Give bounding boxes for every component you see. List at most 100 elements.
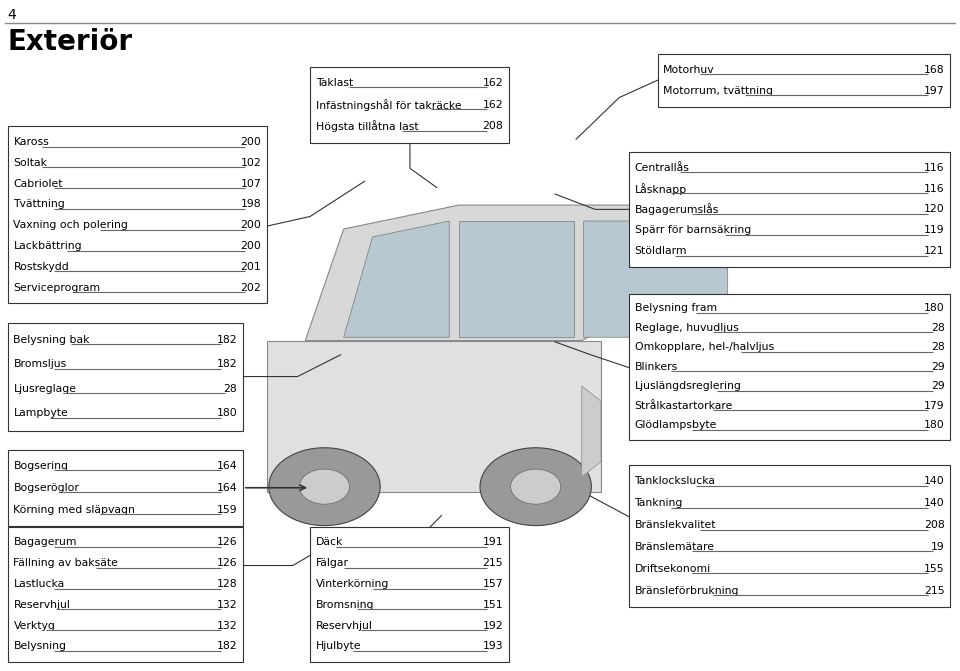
- Text: Vinterkörning: Vinterkörning: [316, 579, 389, 589]
- Text: Tvättning: Tvättning: [13, 199, 65, 209]
- Text: Bromsning: Bromsning: [316, 600, 374, 610]
- Text: 200: 200: [240, 241, 261, 251]
- Text: Spärr för barnsäkring: Spärr för barnsäkring: [635, 225, 751, 236]
- Text: Centrallås: Centrallås: [635, 163, 689, 172]
- Text: 107: 107: [240, 178, 261, 189]
- Text: Bagagerumslås: Bagagerumslås: [635, 203, 719, 215]
- Text: 128: 128: [217, 579, 237, 589]
- Circle shape: [269, 448, 380, 525]
- Circle shape: [511, 469, 561, 504]
- Text: Bränslemätare: Bränslemätare: [635, 542, 714, 552]
- Polygon shape: [459, 221, 574, 338]
- Text: 140: 140: [924, 476, 945, 486]
- Text: 4: 4: [8, 8, 16, 22]
- Text: 164: 164: [217, 482, 237, 493]
- Polygon shape: [344, 221, 449, 338]
- Text: 116: 116: [924, 184, 945, 193]
- Circle shape: [480, 448, 591, 525]
- Text: Lampbyte: Lampbyte: [13, 408, 68, 418]
- Text: Cabriolet: Cabriolet: [13, 178, 63, 189]
- Text: Lackbättring: Lackbättring: [13, 241, 82, 251]
- Bar: [8, 527, 243, 662]
- Text: 29: 29: [931, 381, 945, 391]
- Text: Bogsering: Bogsering: [13, 461, 68, 471]
- Text: Tanklockslucka: Tanklockslucka: [635, 476, 715, 486]
- Text: 140: 140: [924, 498, 945, 508]
- Text: Exteriör: Exteriör: [8, 28, 132, 56]
- Text: Motorhuv: Motorhuv: [663, 64, 715, 74]
- Text: 168: 168: [924, 64, 945, 74]
- Bar: [8, 450, 243, 525]
- Bar: [8, 126, 267, 303]
- Text: 208: 208: [482, 121, 503, 132]
- Text: Verktyg: Verktyg: [13, 621, 56, 631]
- Text: Körning med släpvagn: Körning med släpvagn: [13, 505, 135, 515]
- Text: Reglage, huvudljus: Reglage, huvudljus: [635, 323, 738, 333]
- Text: Bagagerum: Bagagerum: [13, 537, 77, 548]
- Bar: [629, 294, 950, 440]
- Text: Belysning bak: Belysning bak: [13, 335, 90, 345]
- Circle shape: [300, 469, 349, 504]
- Text: Däck: Däck: [316, 537, 344, 548]
- Text: 132: 132: [217, 621, 237, 631]
- Text: 182: 182: [217, 335, 237, 345]
- Text: 200: 200: [240, 220, 261, 230]
- Text: 192: 192: [483, 621, 503, 631]
- Text: 157: 157: [483, 579, 503, 589]
- Text: 200: 200: [240, 137, 261, 147]
- Text: 215: 215: [483, 558, 503, 568]
- Text: Serviceprogram: Serviceprogram: [13, 282, 101, 293]
- Text: Taklast: Taklast: [316, 78, 353, 88]
- Text: Reservhjul: Reservhjul: [13, 600, 70, 610]
- Text: 121: 121: [924, 246, 945, 256]
- Text: Glödlampsbyte: Glödlampsbyte: [635, 420, 717, 430]
- Text: Blinkers: Blinkers: [635, 362, 678, 372]
- Text: 180: 180: [216, 408, 237, 418]
- Text: Soltak: Soltak: [13, 158, 47, 168]
- Text: 126: 126: [217, 558, 237, 568]
- Text: 208: 208: [924, 520, 945, 530]
- Text: Infästningshål för takräcke: Infästningshål för takräcke: [316, 99, 462, 111]
- Text: Låsknapp: Låsknapp: [635, 183, 686, 195]
- Polygon shape: [305, 205, 747, 341]
- Text: 159: 159: [217, 505, 237, 515]
- Text: Belysning fram: Belysning fram: [635, 303, 717, 313]
- Text: 19: 19: [931, 542, 945, 552]
- Text: 28: 28: [224, 384, 237, 394]
- Text: Tankning: Tankning: [635, 498, 683, 508]
- Text: Vaxning och polering: Vaxning och polering: [13, 220, 129, 230]
- Polygon shape: [584, 221, 728, 338]
- Text: Hjulbyte: Hjulbyte: [316, 641, 361, 652]
- Text: 180: 180: [924, 303, 945, 313]
- Text: Stöldlarm: Stöldlarm: [635, 246, 687, 256]
- Text: 132: 132: [217, 600, 237, 610]
- Text: 193: 193: [483, 641, 503, 652]
- Bar: [658, 54, 950, 107]
- Bar: [629, 152, 950, 266]
- Text: Högsta tillåtna last: Högsta tillåtna last: [316, 121, 419, 132]
- Text: Bränslekvalitet: Bränslekvalitet: [635, 520, 716, 530]
- Text: 28: 28: [931, 342, 945, 352]
- Text: 180: 180: [924, 420, 945, 430]
- Text: 162: 162: [483, 78, 503, 88]
- Text: Rostskydd: Rostskydd: [13, 262, 69, 272]
- Text: 162: 162: [483, 99, 503, 109]
- Text: Fälgar: Fälgar: [316, 558, 348, 568]
- Text: Motorrum, tvättning: Motorrum, tvättning: [663, 86, 774, 96]
- Text: 182: 182: [217, 641, 237, 652]
- Bar: [629, 465, 950, 607]
- Text: 126: 126: [217, 537, 237, 548]
- Text: 191: 191: [483, 537, 503, 548]
- Text: Ljuslängdsreglering: Ljuslängdsreglering: [635, 381, 741, 391]
- Text: 164: 164: [217, 461, 237, 471]
- Text: Lastlucka: Lastlucka: [13, 579, 64, 589]
- Text: Strålkastartorkare: Strålkastartorkare: [635, 401, 732, 411]
- Text: Kaross: Kaross: [13, 137, 49, 147]
- Text: Bogseröglor: Bogseröglor: [13, 482, 80, 493]
- Text: 155: 155: [924, 564, 945, 574]
- Bar: [310, 527, 509, 662]
- Text: Bromsljus: Bromsljus: [13, 359, 66, 369]
- Text: Omkopplare, hel-/halvljus: Omkopplare, hel-/halvljus: [635, 342, 774, 352]
- Text: 116: 116: [924, 163, 945, 172]
- Text: 28: 28: [931, 323, 945, 333]
